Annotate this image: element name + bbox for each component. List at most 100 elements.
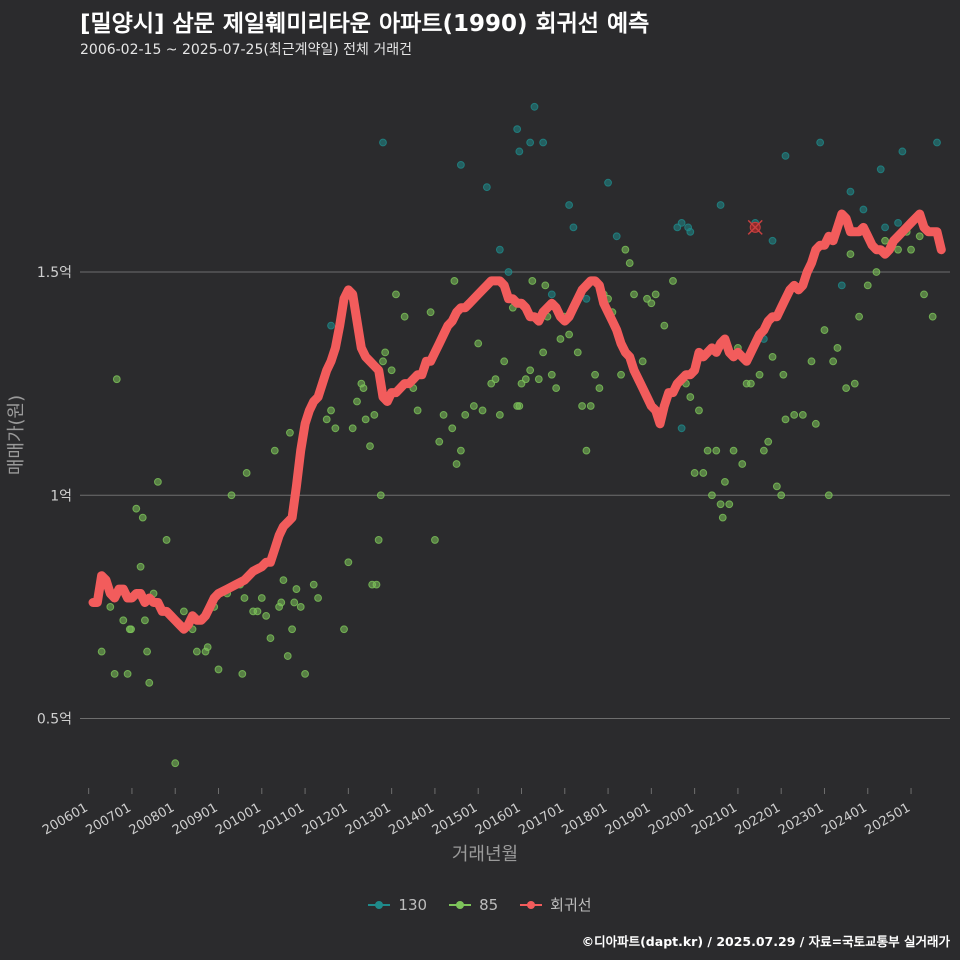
data-point-85: [515, 402, 524, 410]
data-point-130: [716, 201, 725, 209]
data-point-85: [617, 370, 625, 379]
data-point-85: [478, 406, 487, 415]
regression-line: [88, 209, 946, 634]
data-point-85: [556, 335, 565, 343]
x-tick-label: 201401: [386, 800, 436, 838]
x-tick-label: 201901: [603, 800, 653, 838]
data-point-85: [240, 594, 249, 602]
data-point-85: [721, 477, 729, 486]
x-tick-label: 200701: [83, 800, 133, 838]
data-point-85: [729, 446, 738, 455]
data-point-85: [669, 277, 677, 285]
data-point-85: [257, 594, 266, 602]
data-point-85: [855, 312, 864, 321]
chart-legend: 130 85 회귀선: [0, 894, 960, 915]
data-point-85: [242, 469, 251, 477]
legend-item-85: 85: [449, 894, 498, 915]
data-point-85: [764, 437, 773, 446]
data-point-85: [171, 759, 180, 768]
data-point-85: [798, 411, 807, 419]
data-point-85: [340, 625, 348, 634]
data-point-85: [314, 594, 322, 602]
data-point-85: [372, 580, 381, 589]
data-point-85: [591, 370, 599, 379]
x-tick-label: 202501: [863, 800, 913, 838]
data-point-85: [461, 411, 470, 419]
data-point-85: [296, 603, 305, 611]
data-point-85: [366, 442, 374, 451]
data-point-130: [604, 178, 612, 187]
data-point-85: [381, 348, 390, 357]
data-point-85: [578, 402, 586, 410]
data-point-85: [450, 277, 459, 285]
data-point-85: [625, 259, 634, 267]
data-point-85: [708, 491, 716, 500]
data-point-85: [426, 308, 435, 317]
data-point-130: [846, 187, 855, 196]
data-point-85: [359, 384, 368, 393]
data-point-85: [552, 384, 561, 393]
data-point-85: [738, 460, 747, 468]
x-tick-label: 201601: [473, 800, 523, 838]
data-point-130: [530, 102, 539, 111]
data-point-85: [435, 437, 444, 446]
chart-title: [밀양시] 삼문 제일훼미리타운 아파트(1990) 회귀선 예측: [80, 11, 650, 37]
data-point-85: [370, 411, 379, 419]
data-point-85: [474, 339, 483, 348]
data-point-85: [154, 477, 162, 486]
data-point-85: [286, 428, 294, 437]
data-point-85: [469, 402, 478, 410]
data-point-85: [266, 634, 275, 643]
data-point-85: [928, 312, 937, 321]
data-point-85: [227, 491, 236, 500]
data-point-85: [586, 402, 595, 410]
legend-label-130: 130: [398, 895, 428, 914]
data-point-85: [456, 446, 465, 455]
data-point-85: [112, 375, 121, 384]
data-point-85: [699, 469, 708, 477]
data-point-85: [203, 643, 212, 652]
data-point-85: [132, 504, 141, 513]
data-point-85: [638, 357, 647, 366]
data-point-85: [322, 415, 331, 424]
y-axis-title: 매매가(원): [6, 395, 27, 475]
data-point-85: [829, 357, 838, 366]
data-point-85: [138, 513, 147, 522]
data-point-85: [413, 406, 422, 415]
data-point-85: [716, 500, 725, 509]
x-tick-label: 200601: [40, 800, 90, 838]
data-point-85: [565, 330, 574, 339]
data-point-130: [768, 236, 777, 245]
legend-item-regression: 회귀선: [520, 894, 592, 915]
data-point-85: [331, 424, 340, 433]
data-point-130: [456, 160, 465, 169]
data-point-85: [920, 290, 928, 299]
data-point-85: [439, 411, 448, 419]
data-point-130: [526, 138, 535, 147]
data-point-85: [695, 406, 703, 415]
data-point-85: [143, 647, 151, 656]
data-point-130: [504, 268, 513, 276]
data-point-85: [824, 491, 833, 500]
data-point-85: [123, 669, 132, 678]
data-point-85: [288, 625, 296, 634]
data-point-85: [136, 562, 145, 571]
data-point-130: [859, 205, 868, 214]
data-point-85: [703, 446, 712, 455]
data-point-85: [353, 397, 361, 406]
data-point-85: [392, 290, 400, 299]
data-point-85: [500, 357, 509, 366]
data-point-85: [379, 357, 387, 366]
data-point-85: [573, 348, 582, 357]
data-point-85: [292, 585, 301, 593]
data-point-85: [400, 312, 409, 321]
data-point-85: [528, 277, 537, 285]
x-tick-label: 201701: [516, 800, 566, 838]
data-point-85: [145, 678, 154, 687]
data-point-85: [97, 647, 106, 656]
data-point-130: [781, 152, 790, 160]
data-point-85: [374, 536, 383, 544]
data-point-85: [526, 366, 535, 375]
legend-item-130: 130: [368, 894, 427, 915]
data-point-85: [106, 603, 115, 611]
